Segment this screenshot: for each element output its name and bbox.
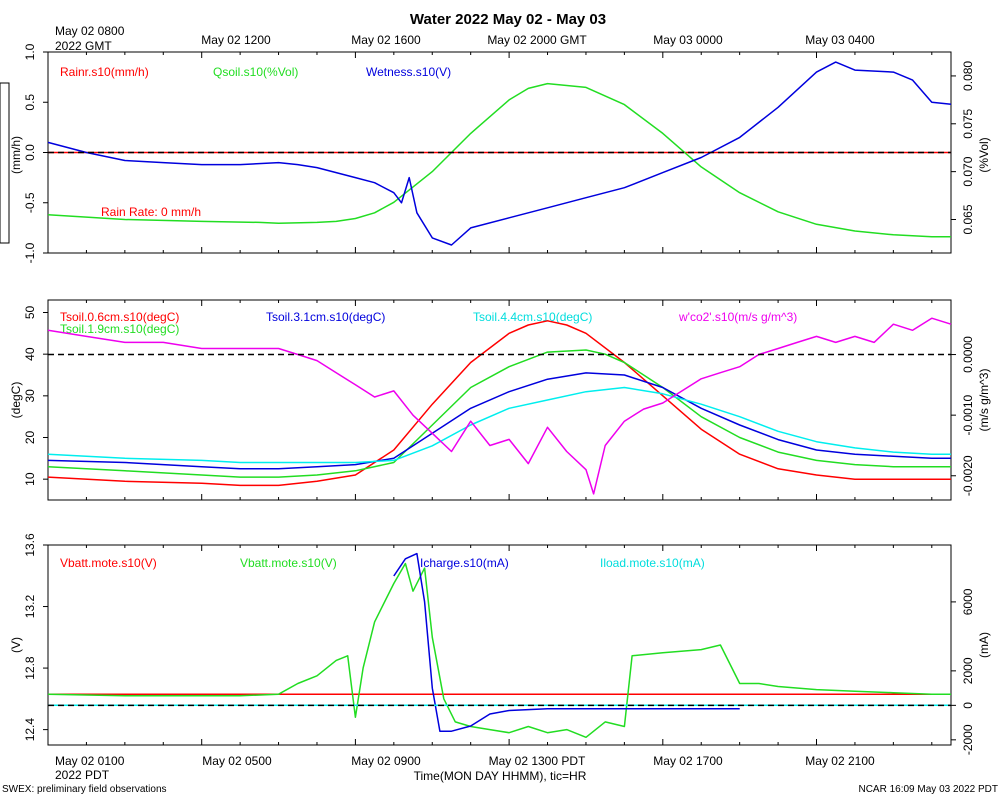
panel-2-frame — [47, 299, 952, 501]
y-tick-label-right: -2000 — [961, 724, 975, 755]
bottom-tick-label: May 02 1300 PDT — [489, 754, 586, 768]
top-tick-label: May 03 0000 — [653, 33, 723, 47]
series-line-1-1 — [47, 349, 951, 478]
series-line-0-1 — [47, 82, 951, 238]
panel-1-ylabel-right: (%Vol) — [977, 137, 991, 172]
y-tick-label-left: 1.0 — [23, 43, 37, 60]
panel-3: Vbatt.mote.s10(V) Vbatt.mote.s10(V) Icha… — [9, 533, 991, 755]
legend-iload: Iload.mote.s10(mA) — [600, 556, 705, 570]
legend-icharge: Icharge.s10(mA) — [420, 556, 509, 570]
y-tick-label-left: 12.4 — [23, 718, 37, 742]
y-tick-label-right: 0.0000 — [961, 336, 975, 373]
series-line-1-3 — [47, 386, 951, 464]
series-line-2-1 — [47, 562, 951, 739]
bottom-tick-label: May 02 1700 — [653, 754, 723, 768]
y-tick-label-left: 10 — [23, 472, 37, 486]
legend-rainr: Rainr.s10(mm/h) — [60, 65, 149, 79]
top-left-date-line2: 2022 GMT — [55, 39, 112, 53]
y-tick-label-left: 40 — [23, 347, 37, 361]
y-tick-label-right: 0 — [961, 702, 975, 709]
bottom-left-date-line1: May 02 0100 — [55, 754, 125, 768]
top-tick-label: May 02 1600 — [351, 33, 421, 47]
bottom-tick-label: May 02 2100 — [805, 754, 875, 768]
y-tick-label-right: 6000 — [961, 588, 975, 615]
panel-2: Tsoil.0.6cm.s10(degC) Tsoil.1.9cm.s10(de… — [9, 299, 991, 501]
panel-3-frame — [47, 544, 952, 746]
y-tick-label-left: -1.0 — [23, 242, 37, 263]
series-line-1-0 — [47, 320, 951, 487]
bottom-left-date-line2: 2022 PDT — [55, 768, 110, 782]
y-tick-label-right: -0.0010 — [961, 394, 975, 435]
legend-wco2: w'co2'.s10(m/s g/m^3) — [678, 310, 797, 324]
series-line-2-2 — [393, 552, 740, 732]
series-line-0-2 — [47, 61, 952, 246]
footer-right: NCAR 16:09 May 03 2022 PDT — [858, 784, 998, 795]
legend-vbatt-green: Vbatt.mote.s10(V) — [240, 556, 337, 570]
panel-1-ylabel-left: (mm/h) — [9, 136, 23, 174]
bottom-tick-label: May 02 0500 — [202, 754, 272, 768]
y-tick-label-right: 0.065 — [961, 204, 975, 234]
legend-vbatt-red: Vbatt.mote.s10(V) — [60, 556, 157, 570]
y-tick-label-left: 13.6 — [23, 533, 37, 557]
x-axis-label: Time(MON DAY HHMM), tic=HR — [414, 769, 587, 783]
panel-3-ylabel-left: (V) — [9, 637, 23, 653]
panel-3-ylabel-right: (mA) — [977, 632, 991, 658]
top-tick-label: May 03 0400 — [805, 33, 875, 47]
series-line-1-4 — [47, 317, 952, 495]
side-box — [0, 82, 10, 244]
y-tick-label-left: 0.5 — [23, 94, 37, 111]
legend-tsoil-19: Tsoil.1.9cm.s10(degC) — [60, 322, 179, 336]
legend-wetness: Wetness.s10(V) — [366, 65, 451, 79]
panel-2-ylabel-right: (m/s g/m^3) — [977, 369, 991, 432]
y-tick-label-left: 20 — [23, 431, 37, 445]
legend-tsoil-44: Tsoil.4.4cm.s10(degC) — [473, 310, 592, 324]
y-tick-label-right: -0.0020 — [961, 455, 975, 496]
y-tick-label-left: 0.0 — [23, 144, 37, 161]
y-tick-label-right: 0.075 — [961, 108, 975, 138]
y-tick-label-left: 30 — [23, 389, 37, 403]
series-line-1-2 — [47, 372, 951, 470]
rain-rate-annotation: Rain Rate: 0 mm/h — [101, 205, 201, 219]
y-tick-label-left: 50 — [23, 306, 37, 320]
chart-title: Water 2022 May 02 - May 03 — [410, 11, 606, 28]
top-tick-label: May 02 2000 GMT — [487, 33, 587, 47]
top-tick-label: May 02 1200 — [201, 33, 271, 47]
y-tick-label-left: 13.2 — [23, 595, 37, 619]
y-tick-label-right: 0.070 — [961, 156, 975, 186]
bottom-tick-label: May 02 0900 — [351, 754, 421, 768]
panel-1: Rainr.s10(mm/h) Qsoil.s10(%Vol) Wetness.… — [0, 43, 991, 263]
footer-left: SWEX: preliminary field observations — [2, 784, 167, 795]
legend-qsoil: Qsoil.s10(%Vol) — [213, 65, 298, 79]
y-tick-label-right: 0.080 — [961, 61, 975, 91]
legend-tsoil-06: Tsoil.0.6cm.s10(degC) — [60, 310, 179, 324]
y-tick-label-left: -0.5 — [23, 192, 37, 213]
top-left-date-line1: May 02 0800 — [55, 24, 125, 38]
legend-tsoil-31: Tsoil.3.1cm.s10(degC) — [266, 310, 385, 324]
y-tick-label-right: 2000 — [961, 657, 975, 684]
y-tick-label-left: 12.8 — [23, 656, 37, 680]
panel-2-ylabel-left: (degC) — [9, 382, 23, 419]
